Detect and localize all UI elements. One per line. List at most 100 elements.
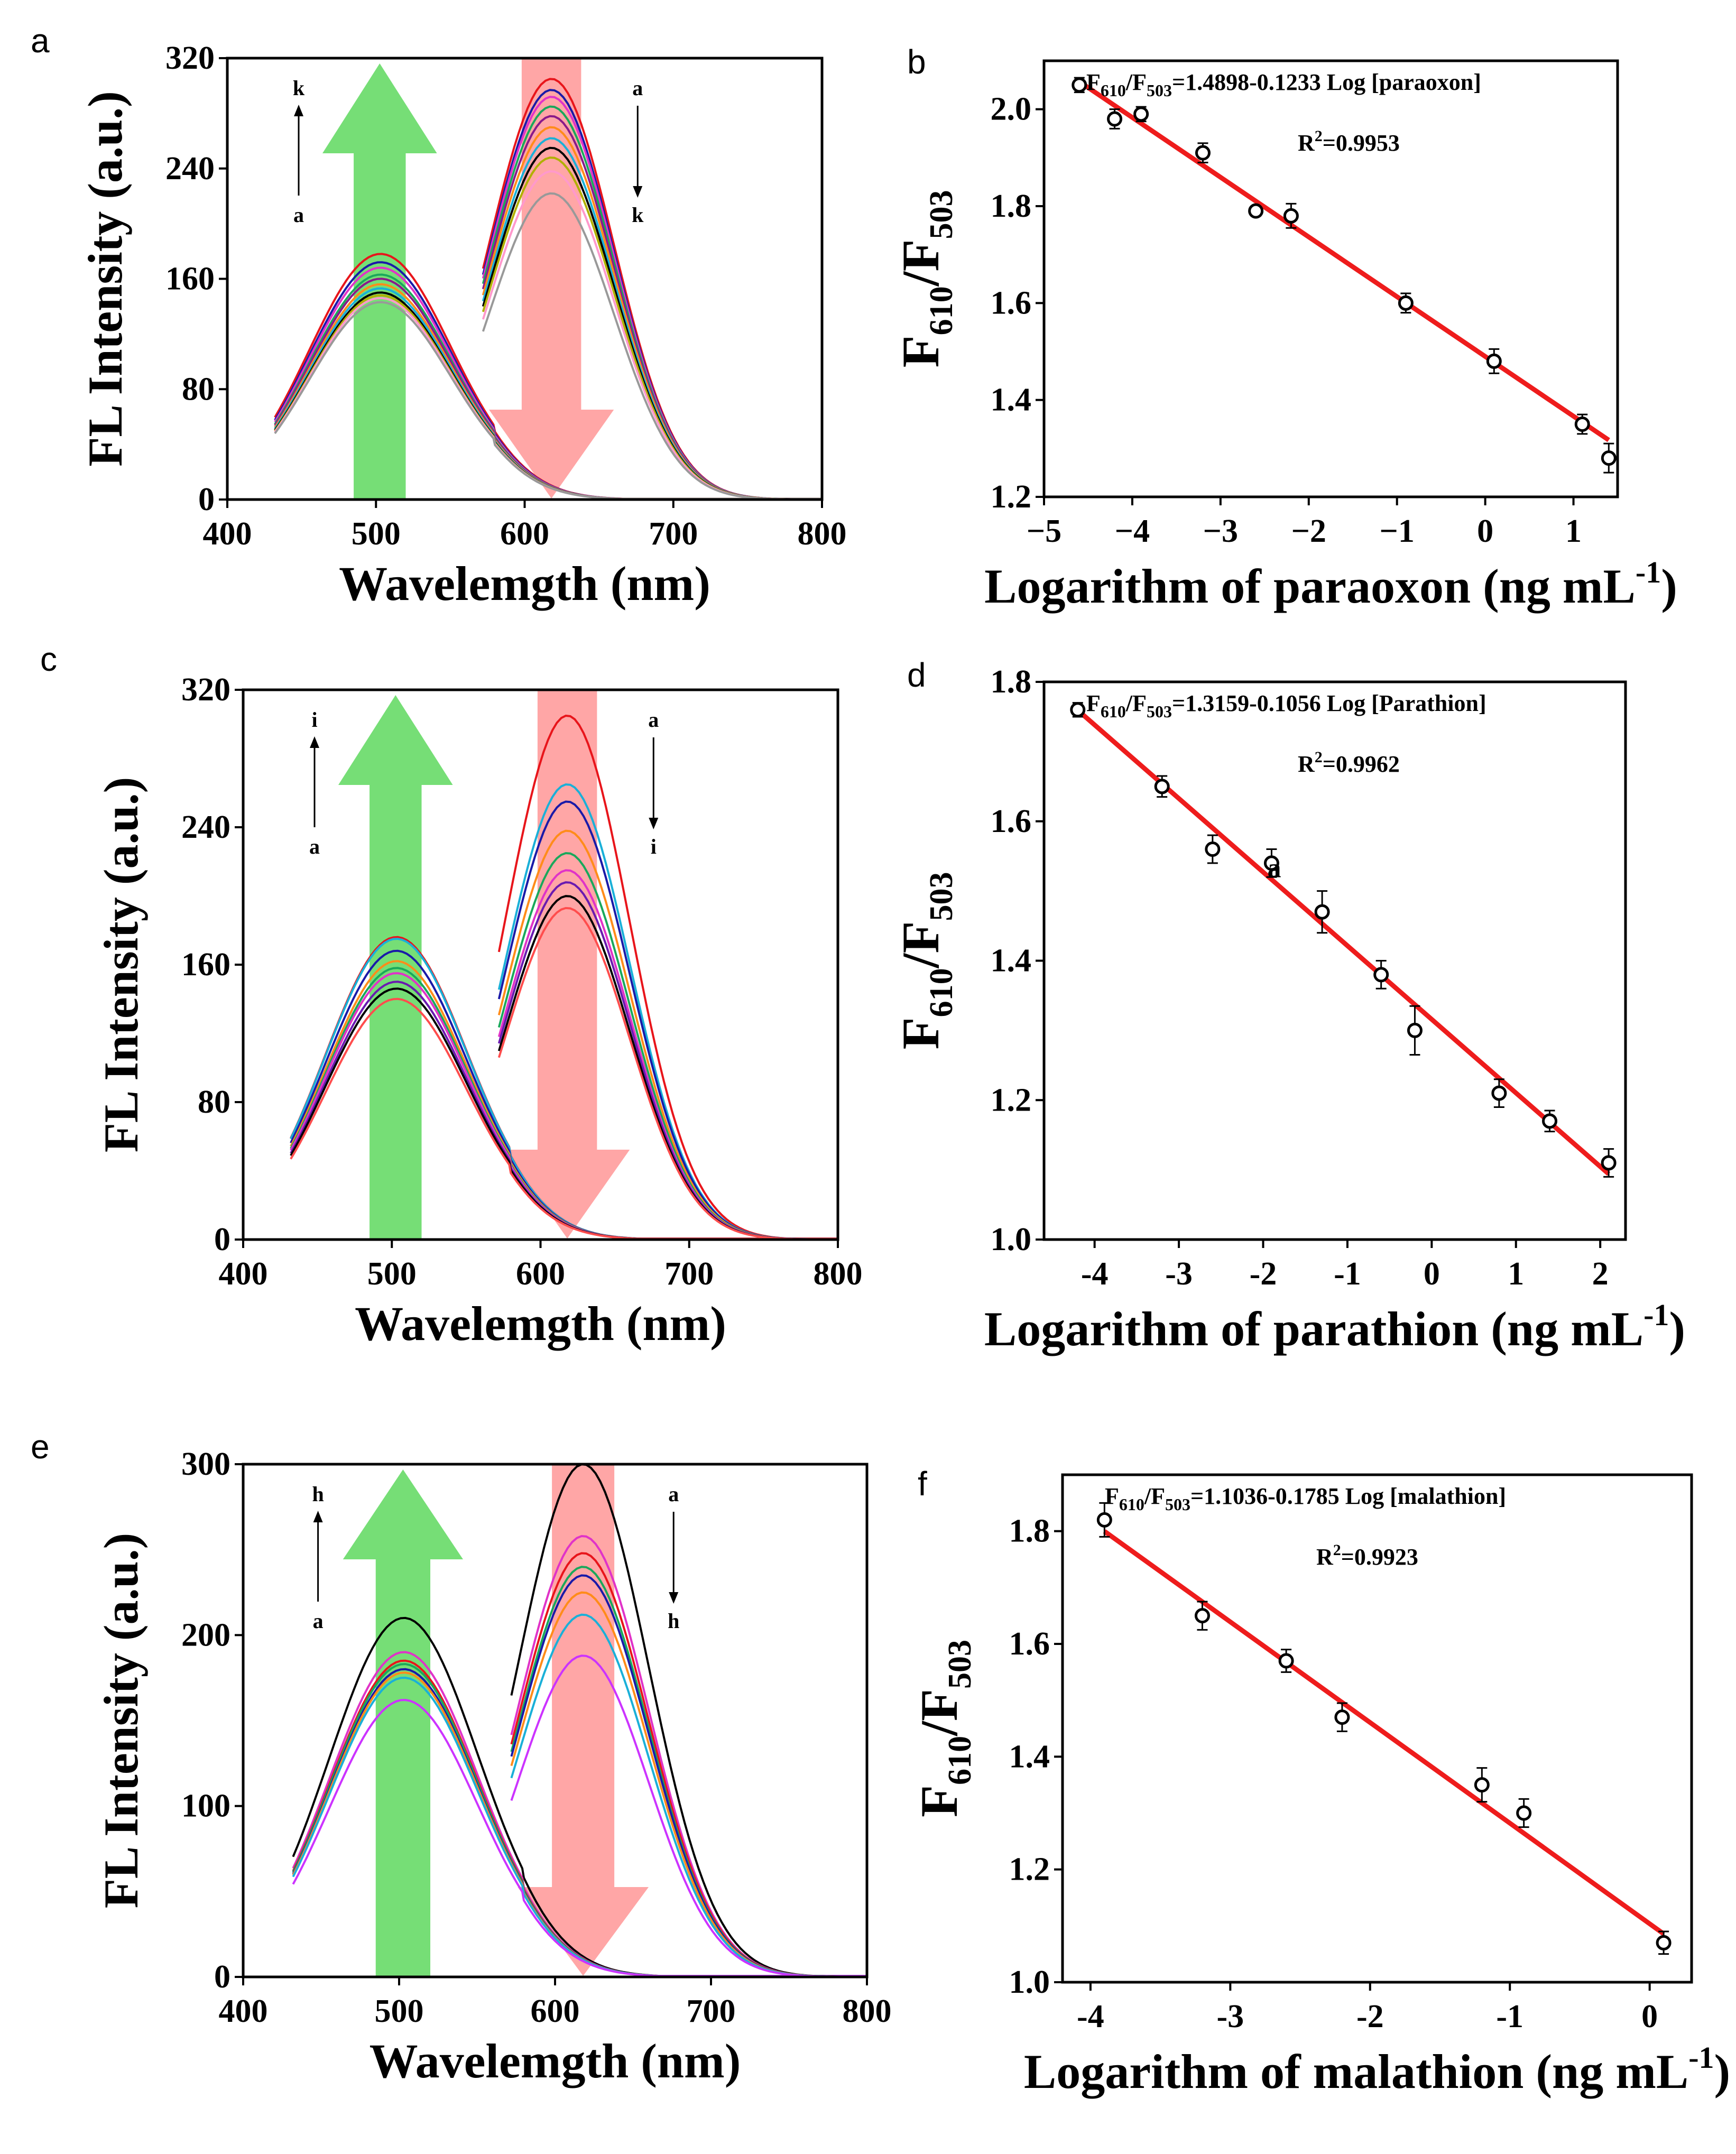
x-tick-label-2: −3 — [1203, 513, 1238, 549]
arrow-left-bottom-label: a — [313, 1609, 324, 1633]
x-axis-label: Logarithm of parathion (ng mL-1) — [984, 1298, 1685, 1356]
eq-sub-1: 610 — [1101, 81, 1126, 100]
y-tick-label-1: 80 — [182, 371, 215, 407]
data-point-7 — [1486, 353, 1502, 369]
eq-part-f2: /F — [1144, 1483, 1165, 1509]
eq-part-f1: F — [1086, 69, 1101, 95]
data-point-3 — [1263, 855, 1279, 871]
green-increase-arrow — [343, 1469, 463, 1977]
data-point-5 — [1283, 208, 1299, 224]
x-tick-label-1: −4 — [1115, 513, 1150, 549]
x-tick-label-0: 400 — [203, 516, 252, 552]
panel-letter-b: b — [907, 43, 926, 81]
data-point-4 — [1314, 904, 1330, 920]
x-tick-label-2: -2 — [1250, 1256, 1277, 1292]
data-point-3 — [1334, 1709, 1350, 1725]
x-label-end: ) — [1669, 1302, 1685, 1356]
arrow-right-bottom-label: i — [651, 835, 657, 858]
eq-sub-2: 503 — [1147, 81, 1172, 100]
red-decrease-arrow — [505, 690, 630, 1238]
r2-r: R — [1316, 1544, 1334, 1570]
y-label-sub2: 503 — [942, 1640, 978, 1689]
fit-line — [1078, 79, 1610, 442]
y-tick-label-0: 1.2 — [991, 479, 1032, 515]
y-tick-label-2: 160 — [181, 947, 230, 983]
calibration-chart-f: -4 -3 -2 -1 01.01.21.41.61.8F610/F503=1.1036… — [910, 1473, 1730, 2098]
y-label-f1: F — [891, 1017, 950, 1049]
y-tick-label-0: 1.0 — [1009, 1964, 1050, 2000]
y-tick-label-3: 1.6 — [991, 803, 1032, 839]
y-axis-label: FL Intensity (a.u.) — [78, 91, 132, 467]
x-tick-label-2: -2 — [1356, 1999, 1384, 2035]
arrow-right-head — [633, 186, 643, 198]
x-label-sup: -1 — [1688, 2040, 1714, 2075]
x-tick-label-4: 800 — [814, 1256, 863, 1292]
x-label-end: ) — [1661, 559, 1677, 613]
fit-line — [1076, 708, 1611, 1176]
arrow-left-head — [310, 736, 319, 748]
y-tick-label-4: 2.0 — [991, 91, 1032, 127]
panel-letter-e: e — [31, 1428, 50, 1466]
y-label-sub2: 503 — [924, 872, 959, 921]
y-label-slash: /F — [891, 921, 950, 969]
data-point-0 — [1096, 1512, 1112, 1528]
data-point-2 — [1205, 842, 1221, 857]
y-tick-label-4: 320 — [165, 40, 215, 76]
fit-equation: F610/F503=1.3159-0.1056 Log [Parathion]F… — [1086, 690, 1486, 721]
arrow-right-head — [649, 818, 659, 829]
data-point-2 — [1278, 1653, 1294, 1669]
y-label-f1: F — [910, 1785, 968, 1817]
x-axis-label: Logarithm of paraoxon (ng mL-1) — [984, 555, 1677, 613]
spectra-chart-c: 400 500 600 700 800 0 80 160 240 320 Wavelemgth (n… — [94, 672, 863, 1351]
x-tick-label-1: 500 — [367, 1256, 417, 1292]
data-point-1 — [1107, 111, 1123, 127]
data-point-1 — [1154, 779, 1170, 794]
x-tick-label-6: 1 — [1565, 513, 1582, 549]
y-tick-label-0: 1.0 — [991, 1222, 1032, 1258]
arrow-left-bottom-label: a — [293, 203, 304, 227]
data-point-7 — [1491, 1085, 1507, 1101]
data-point-6 — [1656, 1935, 1672, 1950]
x-tick-label-4: −1 — [1380, 513, 1415, 549]
y-axis-label: FL Intensity (a.u.) — [94, 1533, 148, 1909]
r2-value: =0.9953 — [1323, 130, 1400, 156]
x-axis-label: Wavelemgth (nm) — [370, 2034, 741, 2088]
eq-part-f1: F — [1105, 1483, 1119, 1509]
y-tick-label-2: 1.4 — [991, 943, 1032, 979]
data-point-9 — [1601, 450, 1617, 466]
y-tick-label-1: 1.2 — [991, 1082, 1032, 1118]
plot-frame — [1042, 59, 1619, 498]
arrow-left-bottom-label: a — [309, 835, 320, 858]
x-axis-label: Wavelemgth (nm) — [339, 557, 710, 611]
y-tick-label-4: 1.8 — [1009, 1513, 1050, 1549]
y-axis-label: F610/F503 — [891, 872, 959, 1050]
eq-rest: =1.3159-0.1056 Log [Parathion] — [1172, 690, 1486, 716]
calibration-chart-d: -4 -3 -2 -1 0 1 21.01.21.41.61.8F610/F503=1.31… — [891, 664, 1685, 1356]
panel-letter-d: d — [907, 656, 926, 694]
x-axis-label: Logarithm of malathion (ng mL-1) — [1024, 2040, 1730, 2098]
fit-equation: F610/F503=1.4898-0.1233 Log [paraoxon]F6… — [1086, 69, 1481, 100]
r-squared: R2=0.9953R2=0.9953 — [1298, 127, 1400, 156]
data-point-6 — [1407, 1022, 1423, 1038]
arrow-left-head — [294, 105, 303, 116]
x-tick-label-5: 0 — [1477, 513, 1493, 549]
arrow-left-top-label: i — [311, 708, 317, 732]
y-tick-label-1: 1.2 — [1009, 1852, 1050, 1888]
y-label-slash: /F — [891, 239, 950, 287]
data-point-5 — [1373, 967, 1389, 983]
r2-value: =0.9923 — [1341, 1544, 1418, 1570]
y-label-sub1: 610 — [924, 968, 959, 1017]
panel-letter-c: c — [40, 640, 57, 678]
x-tick-label-4: 0 — [1641, 1999, 1658, 2035]
r2-sup: 2 — [1315, 748, 1323, 766]
y-tick-label-0: 0 — [214, 1222, 230, 1258]
plot-frame — [1061, 1473, 1693, 1984]
r2-sup: 2 — [1333, 1541, 1341, 1559]
eq-sub-1: 610 — [1101, 702, 1126, 721]
arrow-left-top-label: k — [293, 76, 305, 100]
y-label-sub2: 503 — [924, 190, 959, 239]
data-point-9 — [1601, 1155, 1617, 1171]
eq-sub-1: 610 — [1119, 1495, 1144, 1514]
y-tick-label-4: 1.8 — [991, 664, 1032, 700]
